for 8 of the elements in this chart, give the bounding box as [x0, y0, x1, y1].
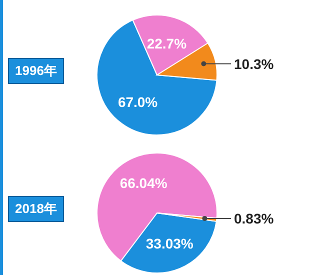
data-label: 33.03% — [146, 235, 194, 252]
text: 1996年 — [8, 58, 64, 84]
data-label: 22.7% — [146, 35, 188, 52]
data-label: 66.04% — [120, 174, 168, 191]
data-label: 10.3% — [234, 56, 274, 72]
data-label: 0.83% — [234, 210, 274, 226]
data-label: 67.0% — [118, 94, 158, 110]
text: 2018年 — [8, 196, 64, 222]
